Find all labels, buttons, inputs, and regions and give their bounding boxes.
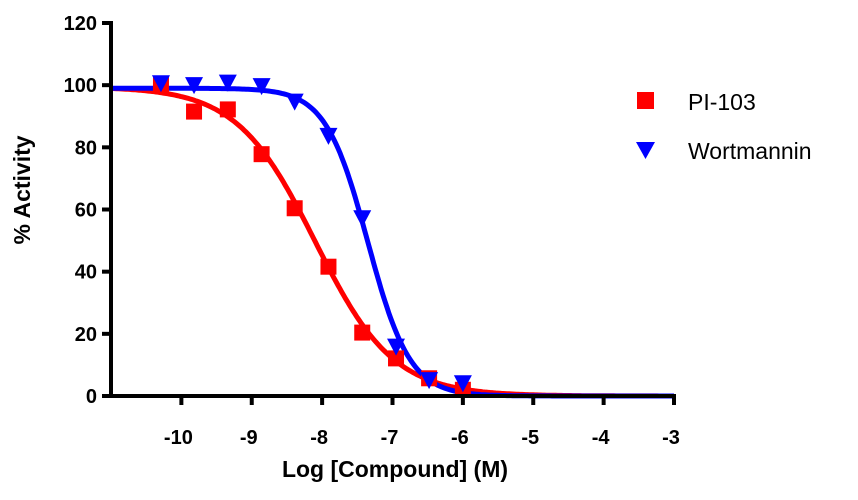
- data-point-pi-103: [253, 146, 270, 163]
- legend-marker-pi-103: [637, 92, 654, 109]
- data-point-wortmannin: [252, 78, 271, 96]
- data-point-wortmannin: [285, 93, 304, 111]
- data-points: [151, 74, 472, 398]
- x-tick-label: -3: [662, 427, 680, 449]
- x-tick-label: -9: [240, 427, 258, 449]
- legend: PI-103 Wortmannin: [636, 89, 812, 164]
- data-point-wortmannin: [353, 210, 372, 228]
- data-point-wortmannin: [453, 375, 472, 393]
- data-point-wortmannin: [319, 127, 338, 145]
- y-tick-label: 20: [75, 324, 97, 346]
- x-axis-label: Log [Compound] (M): [282, 456, 508, 482]
- data-point-pi-103: [219, 101, 236, 118]
- data-point-pi-103: [388, 350, 405, 367]
- data-point-wortmannin: [185, 77, 204, 95]
- x-tick-label: -10: [164, 427, 193, 449]
- data-point-wortmannin: [151, 75, 170, 93]
- data-point-pi-103: [286, 200, 303, 217]
- y-tick-label: 80: [75, 137, 97, 159]
- fit-curves: [110, 85, 674, 399]
- x-tick-label: -4: [592, 427, 611, 449]
- x-tick-label: -7: [381, 427, 399, 449]
- legend-label-pi-103: PI-103: [688, 89, 756, 115]
- fit-curve-wortmannin: [111, 85, 674, 399]
- y-axis-label: % Activity: [9, 135, 35, 244]
- legend-marker-wortmannin: [636, 142, 655, 159]
- y-tick-label: 0: [86, 386, 97, 408]
- legend-label-wortmannin: Wortmannin: [688, 138, 812, 164]
- data-point-pi-103: [320, 258, 337, 275]
- x-tick-label: -5: [521, 427, 539, 449]
- data-point-pi-103: [354, 324, 371, 341]
- fit-curve-pi-103: [110, 85, 674, 399]
- y-tick-label: 40: [75, 262, 97, 284]
- y-tick-label: 120: [64, 13, 97, 35]
- x-tick-label: -8: [310, 427, 328, 449]
- data-point-wortmannin: [420, 372, 439, 390]
- y-tick-label: 60: [75, 200, 97, 222]
- data-point-wortmannin: [218, 74, 237, 92]
- y-tick-label: 100: [64, 75, 97, 97]
- axes: 0 20 40 60 80 100 120 -10 -9 -8 -7 -6 -5 -4 -3: [64, 13, 680, 449]
- data-point-wortmannin: [387, 338, 406, 356]
- data-point-pi-103: [186, 103, 203, 120]
- x-tick-label: -6: [451, 427, 469, 449]
